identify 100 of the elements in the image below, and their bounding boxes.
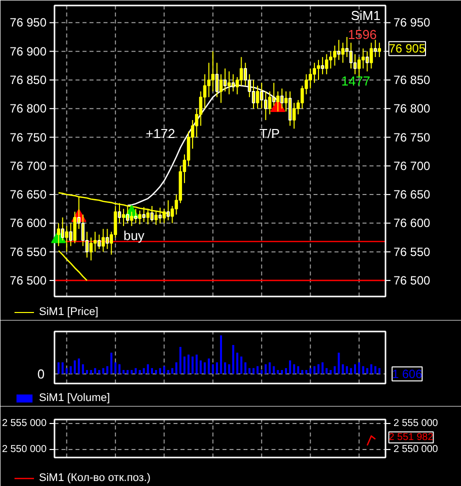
bar	[342, 364, 344, 374]
bar	[114, 362, 116, 374]
y2-tick-label: 76 950	[394, 16, 431, 30]
y-tick-label: 76 800	[10, 102, 47, 116]
bar	[346, 366, 348, 374]
bar	[256, 366, 259, 374]
bar	[94, 368, 96, 374]
bar	[370, 364, 372, 374]
bar	[378, 368, 380, 374]
bar	[280, 370, 283, 374]
bar	[110, 352, 112, 374]
y2-tick-label: 76 800	[394, 102, 431, 116]
y2-tick-label: 76 550	[394, 244, 431, 259]
bar	[334, 366, 336, 374]
bar	[232, 344, 234, 374]
candlestick	[65, 226, 68, 252]
annotation: SiM1	[350, 8, 380, 24]
candlestick	[366, 50, 369, 72]
bar	[297, 366, 300, 374]
candlestick	[312, 62, 316, 84]
y2-tick-label: 2 550 000	[394, 444, 438, 455]
bar	[330, 370, 332, 374]
candlestick	[61, 216, 64, 241]
bar	[183, 356, 186, 374]
bar	[150, 368, 153, 374]
y2-tick-label: 2 555 000	[394, 418, 438, 430]
bar	[208, 358, 210, 374]
candlestick	[324, 54, 328, 75]
candlestick	[73, 211, 76, 244]
bar	[159, 368, 162, 374]
bar	[240, 356, 242, 374]
bar	[236, 352, 238, 374]
bar	[66, 368, 68, 374]
annotation: 1477	[341, 74, 370, 89]
y2-tick-label: 76 650	[394, 188, 431, 202]
bar	[82, 364, 84, 374]
y-tick-label: 76 900	[10, 44, 47, 58]
candlestick	[106, 228, 109, 250]
y2-tick-label: 76 750	[394, 130, 431, 144]
bar	[305, 370, 308, 374]
bar	[228, 364, 230, 374]
bar	[293, 364, 296, 374]
bar	[106, 366, 108, 374]
bar	[301, 370, 304, 374]
candlestick	[264, 90, 268, 121]
bar	[268, 362, 271, 374]
bar	[163, 366, 166, 374]
candlestick	[98, 234, 101, 250]
bar	[366, 368, 368, 374]
candlestick	[228, 70, 231, 95]
bar	[126, 370, 129, 374]
candlestick	[378, 42, 382, 58]
bar	[362, 366, 364, 374]
bar	[118, 364, 120, 374]
bar	[272, 366, 275, 374]
bar	[196, 354, 198, 374]
candlestick	[292, 102, 296, 130]
bar	[212, 364, 214, 374]
bar	[167, 370, 170, 374]
annotation: 1596	[348, 27, 377, 42]
annotation: T/P	[260, 126, 280, 142]
bar	[179, 346, 182, 374]
y-tick-label: 76 700	[10, 158, 47, 173]
text: 0	[37, 366, 45, 382]
bar	[264, 364, 267, 374]
candlestick	[280, 88, 284, 110]
candlestick	[349, 42, 353, 70]
bar	[102, 368, 104, 374]
bar	[252, 368, 255, 374]
bar	[134, 368, 137, 374]
bar	[276, 370, 279, 374]
candlestick	[89, 237, 93, 261]
candlestick	[276, 90, 280, 112]
bar	[224, 362, 226, 374]
annotation: buy	[123, 228, 145, 243]
y-tick-label: 76 850	[10, 72, 47, 87]
legend-label: SiM1 (Кол-во отк.поз.)	[39, 472, 151, 484]
legend-label: SiM1 [Volume]	[39, 392, 110, 404]
bar	[200, 360, 202, 374]
y2-tick-label: 76 700	[394, 158, 431, 173]
y2-tick-label: 76 850	[394, 72, 431, 87]
bar	[90, 370, 92, 374]
bar	[146, 364, 149, 374]
bar	[284, 368, 288, 374]
candlestick	[93, 231, 97, 252]
y-tick-label: 76 500	[10, 273, 47, 288]
bar	[244, 362, 246, 374]
bar	[260, 370, 263, 374]
y-tick-label: 2 550 000	[2, 444, 47, 455]
bar	[138, 370, 141, 374]
y-tick-label: 76 600	[10, 216, 47, 230]
bar	[317, 364, 320, 374]
y-tick-label: 2 555 000	[2, 418, 47, 430]
bar	[204, 362, 206, 374]
candlestick	[357, 56, 361, 78]
bar	[58, 362, 60, 374]
y2-tick-label: 76 600	[394, 216, 431, 230]
bar	[70, 366, 72, 374]
candlestick	[130, 211, 134, 227]
candlestick	[316, 59, 320, 80]
